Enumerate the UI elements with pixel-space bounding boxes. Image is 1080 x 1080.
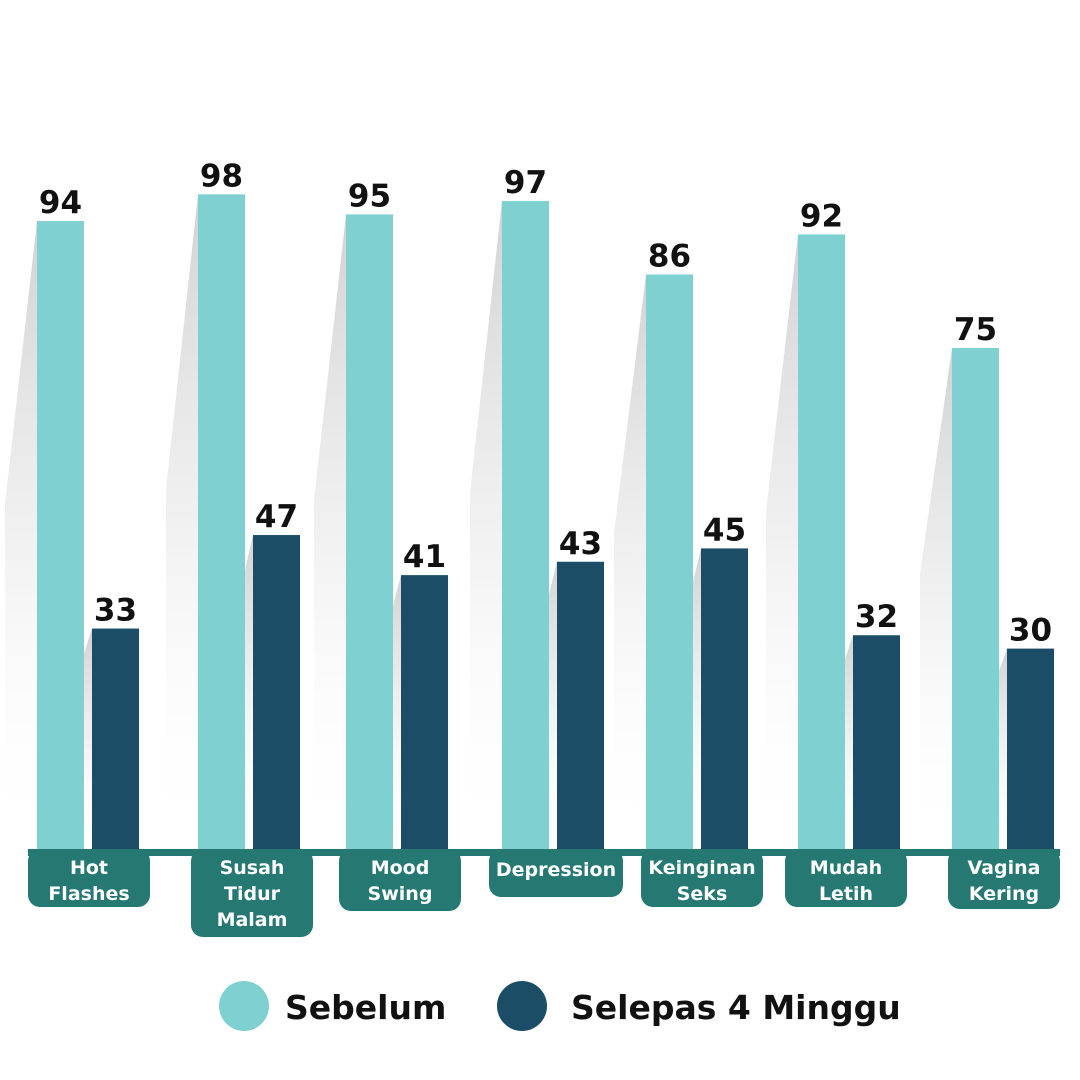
bar-selepas	[401, 575, 448, 849]
legend: Sebelum Selepas 4 Minggu	[219, 981, 901, 1031]
category-label: Tidur	[224, 883, 281, 905]
category-label: Flashes	[48, 883, 129, 905]
bar-shadow-sebelum	[920, 348, 952, 849]
category-label-box	[489, 849, 623, 897]
bar-selepas	[253, 535, 300, 849]
data-label: 33	[94, 593, 137, 629]
bar-shadow-sebelum	[5, 221, 37, 849]
bar-sebelum	[502, 201, 549, 850]
data-label: 94	[39, 185, 82, 221]
category-label-box	[785, 849, 907, 907]
data-label: 92	[800, 198, 843, 234]
category-label: Depression	[496, 859, 616, 881]
bar-shadow-sebelum	[470, 201, 502, 850]
category-label: Vagina	[968, 857, 1041, 879]
data-label: 32	[855, 599, 898, 635]
data-label: 75	[954, 312, 997, 348]
category-label: Malam	[217, 909, 288, 931]
bar-sebelum	[346, 214, 393, 849]
legend-label: Selepas 4 Minggu	[571, 988, 901, 1027]
data-label: 98	[200, 158, 243, 194]
category-label-box	[191, 849, 313, 937]
category-label: Keinginan	[648, 857, 755, 879]
bar-sebelum	[798, 234, 845, 849]
bar-sebelum	[646, 274, 693, 849]
category-label: Swing	[368, 883, 433, 905]
bar-shadow-sebelum	[166, 194, 198, 850]
data-label: 86	[648, 239, 691, 275]
category-label: Kering	[969, 883, 1039, 905]
category-label: Seks	[677, 883, 728, 905]
bar-selepas	[853, 635, 900, 849]
category-label: Mood	[371, 857, 430, 879]
category-label-box	[641, 849, 763, 907]
bar-selepas	[557, 561, 604, 849]
category-labels: Hot Flashes Susah Tidur Malam Mood Swing Depres…	[28, 849, 1060, 937]
bar-sebelum	[952, 348, 999, 849]
category-label-box	[339, 849, 461, 911]
category-label: Hot	[70, 857, 108, 879]
data-label: 41	[403, 539, 446, 575]
bar-selepas	[92, 628, 139, 849]
legend-swatch-sebelum	[219, 981, 269, 1031]
data-label: 30	[1009, 613, 1052, 649]
data-label: 47	[255, 499, 298, 535]
legend-label: Sebelum	[285, 988, 446, 1027]
category-label-box	[948, 849, 1060, 909]
data-label: 45	[703, 512, 746, 548]
category-label-box	[28, 849, 150, 907]
data-label: 43	[559, 526, 602, 562]
bar-selepas	[701, 548, 748, 849]
data-label: 95	[348, 178, 391, 214]
bar-sebelum	[198, 194, 245, 850]
data-label: 97	[504, 165, 547, 201]
bar-shadow-sebelum	[614, 274, 646, 849]
category-label: Letih	[819, 883, 873, 905]
bars: 94 33 98 47 95 41 97 43 86 45 92 32 75 30	[37, 158, 1054, 850]
bar-selepas	[1007, 648, 1054, 849]
legend-swatch-selepas	[497, 981, 547, 1031]
category-label: Susah	[220, 857, 285, 879]
bar-shadow-sebelum	[314, 214, 346, 849]
bar-shadow-sebelum	[766, 234, 798, 849]
bar-sebelum	[37, 221, 84, 849]
category-label: Mudah	[810, 857, 882, 879]
